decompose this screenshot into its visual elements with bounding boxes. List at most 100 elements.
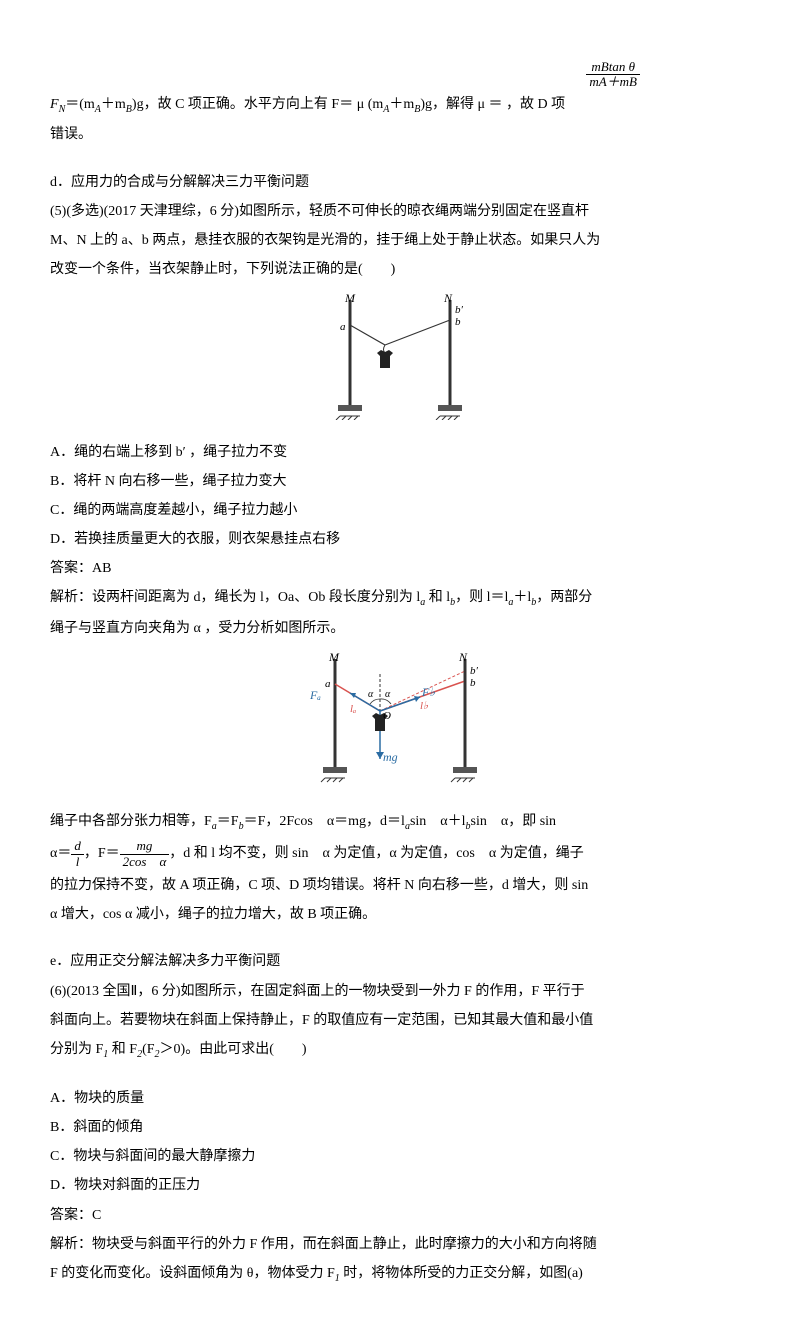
p0-t4: ＋m <box>389 97 414 112</box>
fig2-b: b <box>470 677 476 689</box>
p0-t3: )g，故 C 项正确。水平方向上有 F＝ μ (m <box>132 97 383 112</box>
q6-optC-text: C．物块与斜面间的最大静摩擦力 <box>50 1149 255 1164</box>
fig2-Fb-label: F♭ <box>421 685 435 699</box>
fig2-lb: l♭ <box>420 700 429 712</box>
q6-optA-text: A．物块的质量 <box>50 1091 144 1106</box>
sec-e-text: e．应用正交分解法解决多力平衡问题 <box>50 954 280 969</box>
q6-optD: D．物块对斜面的正压力 <box>50 1173 750 1198</box>
frac-mg-num: mg <box>120 839 170 854</box>
top-fraction-row: mBtan θ mA＋mB <box>50 60 750 90</box>
frac-mu-num: mBtan θ <box>586 60 640 75</box>
fig1-base-left <box>338 405 362 411</box>
p0-t6: ，故 D 项 <box>506 97 565 112</box>
q5-answer: 答案：AB <box>50 556 750 581</box>
section-e-title: e．应用正交分解法解决多力平衡问题 <box>50 949 750 974</box>
q6-exp-a-text: 解析：物块受与斜面平行的外力 F 作用，而在斜面上静止，此时摩擦力的大小和方向将… <box>50 1237 597 1252</box>
q5-optC: C．绳的两端高度差越小，绳子拉力越小 <box>50 498 750 523</box>
fig1-label-M: M <box>344 291 356 305</box>
fig1-dot-b <box>449 319 452 322</box>
fig2-bp: b′ <box>470 665 479 677</box>
fig1-label-bp: b′ <box>455 304 464 316</box>
frac-mgcos: mg2cos α <box>120 839 170 869</box>
q6-optB: B．斜面的倾角 <box>50 1115 750 1140</box>
q6-stem-1-text: (6)(2013 全国Ⅱ，6 分)如图所示，在固定斜面上的一物块受到一外力 F … <box>50 984 585 999</box>
fig2-M: M <box>328 650 340 664</box>
figure-2: M N a b′ b Fₐ F♭ lₐ l♭ α α O mg <box>50 649 750 798</box>
q5-stem-1-text: (5)(多选)(2017 天津理综，6 分)如图所示，轻质不可伸长的晾衣绳两端分… <box>50 204 589 219</box>
q5d3: ，d 和 l 均不变，则 sin α 为定值，α 为定值，cos α 为定值，绳… <box>169 846 583 861</box>
q5-optB: B．将杆 N 向右移一些，绳子拉力变大 <box>50 469 750 494</box>
figure-2-svg: M N a b′ b Fₐ F♭ lₐ l♭ α α O mg <box>280 649 520 789</box>
fig1-bg <box>300 290 500 420</box>
fig2-Fa-label: Fₐ <box>309 688 321 702</box>
fig2-dot-b <box>464 680 467 683</box>
fig2-alpha-l: α <box>368 689 374 700</box>
q5-exp-b: 绳子与竖直方向夹角为 α ，受力分析如图所示。 <box>50 616 750 641</box>
fig2-dot-bp <box>464 670 467 673</box>
figure-1-svg: M N a b′ b <box>300 290 500 420</box>
q6-answer: 答案：C <box>50 1203 750 1228</box>
fig1-label-b: b <box>455 316 461 328</box>
q6-stem-2: 斜面向上。若要物块在斜面上保持静止，F 的取值应有一定范围，已知其最大值和最小值 <box>50 1008 750 1033</box>
q5-exp-a1: 解析：设两杆间距离为 d，绳长为 l，Oa、Ob 段长度分别为 l <box>50 590 420 605</box>
q5e-text: 的拉力保持不变，故 A 项正确，C 项、D 项均错误。将杆 N 向右移一些，d … <box>50 878 588 893</box>
q5-stem-3: 改变一个条件，当衣架静止时，下列说法正确的是( ) <box>50 257 750 282</box>
q5-exp-b-text: 绳子与竖直方向夹角为 α ，受力分析如图所示。 <box>50 621 344 636</box>
p0-t5: )g，解得 μ ＝ <box>420 97 502 112</box>
q6-stem-2-text: 斜面向上。若要物块在斜面上保持静止，F 的取值应有一定范围，已知其最大值和最小值 <box>50 1013 593 1028</box>
q5-optD: D．若换挂质量更大的衣服，则衣架悬挂点右移 <box>50 527 750 552</box>
q5d1: α＝ <box>50 846 71 861</box>
q5c1: 绳子中各部分张力相等，F <box>50 814 212 829</box>
section-d-title: d．应用力的合成与分解解决三力平衡问题 <box>50 170 750 195</box>
q5-stem-2-text: M、N 上的 a、b 两点，悬挂衣服的衣架钩是光滑的，挂于绳上处于静止状态。如果… <box>50 233 600 248</box>
q6-stem-1: (6)(2013 全国Ⅱ，6 分)如图所示，在固定斜面上的一物块受到一外力 F … <box>50 979 750 1004</box>
fig2-N: N <box>458 650 468 664</box>
q5d2: ，F＝ <box>84 846 120 861</box>
p0-t1: ＝(m <box>65 97 95 112</box>
p0: FN＝(mA＋mB)g，故 C 项正确。水平方向上有 F＝ μ (mA＋mB)g… <box>50 92 750 119</box>
fig2-la: lₐ <box>350 703 356 715</box>
q6-optB-text: B．斜面的倾角 <box>50 1120 143 1135</box>
q6-optA: A．物块的质量 <box>50 1086 750 1111</box>
q5-exp-a5: ，两部分 <box>536 590 592 605</box>
q5-exp-a4: ＋l <box>513 590 531 605</box>
q5-exp-e: 的拉力保持不变，故 A 项正确，C 项、D 项均错误。将杆 N 向右移一些，d … <box>50 873 750 898</box>
q5-exp-a3: ，则 l＝l <box>455 590 508 605</box>
p0-t2: ＋m <box>101 97 126 112</box>
q6-answer-text: 答案：C <box>50 1208 101 1223</box>
fig2-mg-label: mg <box>383 750 398 764</box>
q5f-text: α 增大，cos α 减小，绳子的拉力增大，故 B 项正确。 <box>50 907 376 922</box>
q5-optA: A．绳的右端上移到 b′ ，绳子拉力不变 <box>50 440 750 465</box>
q6s3-3: (F <box>142 1042 154 1057</box>
q6s3-2: 和 F <box>108 1042 137 1057</box>
frac-dl-den: l <box>71 855 84 869</box>
frac-mu-den: mA＋mB <box>586 75 640 89</box>
q5-stem-2: M、N 上的 a、b 两点，悬挂衣服的衣架钩是光滑的，挂于绳上处于静止状态。如果… <box>50 228 750 253</box>
q6s3-1: 分别为 F <box>50 1042 103 1057</box>
p0-t7: 错误。 <box>50 127 92 142</box>
q6-stem-3: 分别为 F1 和 F2(F2＞0)。由此可求出( ) <box>50 1037 750 1064</box>
q5c3: ＝F，2Fcos α＝mg，d＝l <box>244 814 405 829</box>
q5-optB-text: B．将杆 N 向右移一些，绳子拉力变大 <box>50 474 286 489</box>
q5c5: sin α，即 sin <box>471 814 557 829</box>
fig2-bg <box>280 649 520 789</box>
q5c4: sin α＋l <box>410 814 466 829</box>
q6-exp-b: F 的变化而变化。设斜面倾角为 θ，物体受力 F1 时，将物体所受的力正交分解，… <box>50 1261 750 1288</box>
p0-F: F <box>50 97 59 112</box>
fig1-label-a: a <box>340 321 346 333</box>
q5-exp-f: α 增大，cos α 减小，绳子的拉力增大，故 B 项正确。 <box>50 902 750 927</box>
q5-optA-text: A．绳的右端上移到 b′ ，绳子拉力不变 <box>50 445 287 460</box>
fig2-alpha-r: α <box>385 689 391 700</box>
frac-mu: mBtan θ mA＋mB <box>586 60 640 90</box>
q6-optC: C．物块与斜面间的最大静摩擦力 <box>50 1144 750 1169</box>
q5-stem-3-text: 改变一个条件，当衣架静止时，下列说法正确的是( ) <box>50 262 395 277</box>
fig1-base-right <box>438 405 462 411</box>
frac-mg-den: 2cos α <box>120 855 170 869</box>
fig2-O: O <box>383 710 391 722</box>
q5-exp-a: 解析：设两杆间距离为 d，绳长为 l，Oa、Ob 段长度分别为 la 和 lb，… <box>50 585 750 612</box>
q6s3-4: ＞0)。由此可求出( ) <box>160 1042 307 1057</box>
q6b1: F 的变化而变化。设斜面倾角为 θ，物体受力 F <box>50 1266 335 1281</box>
q5c2: ＝F <box>217 814 239 829</box>
frac-dl: dl <box>71 839 84 869</box>
figure-1: M N a b′ b <box>50 290 750 429</box>
